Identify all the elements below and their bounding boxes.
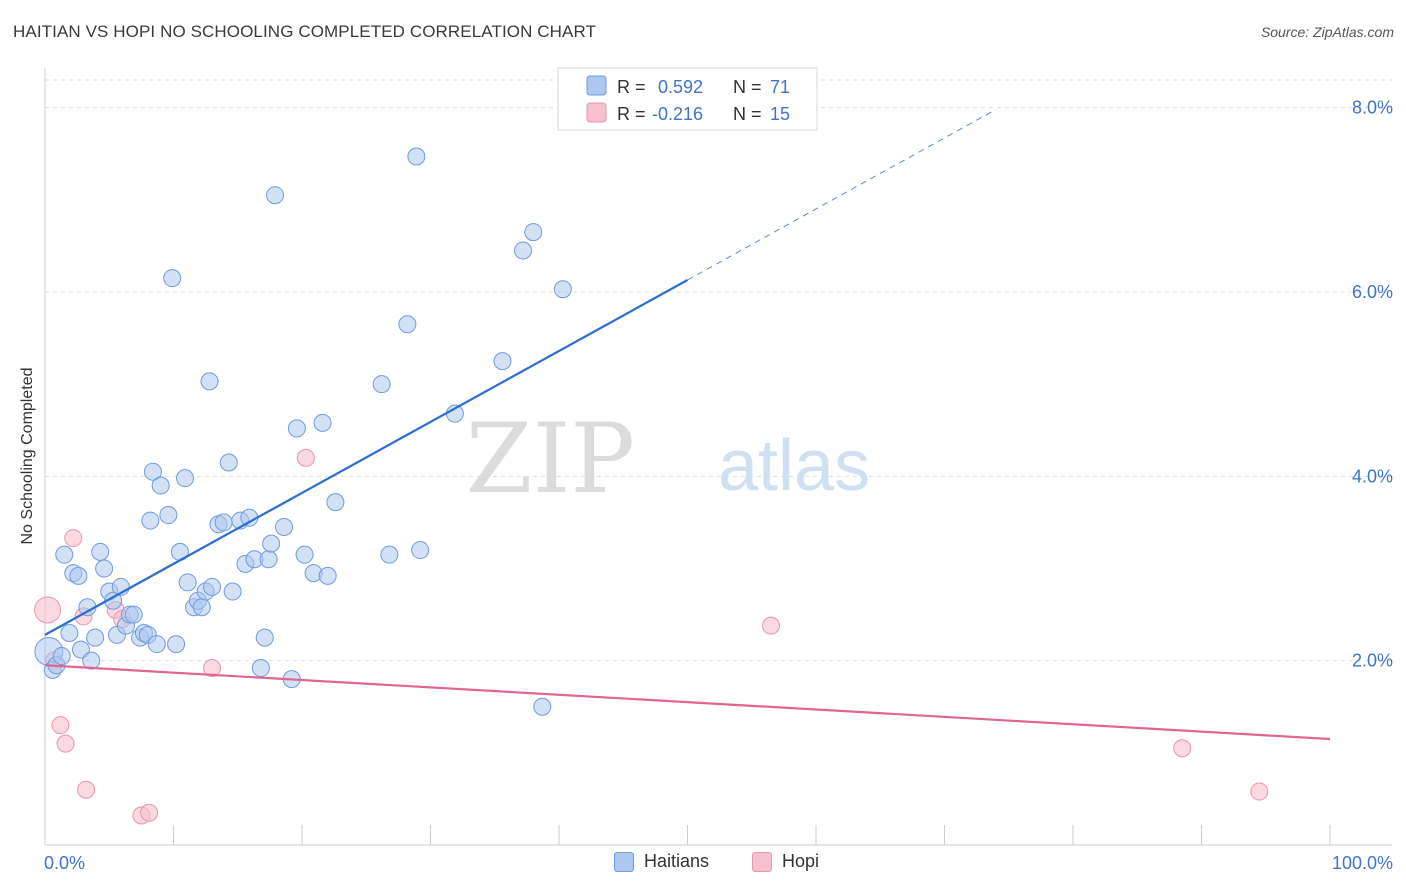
- legend-item-haitians: Haitians: [614, 851, 709, 872]
- stats-legend: R = 0.592 N = 71 R = -0.216 N = 15: [557, 67, 818, 131]
- y-tick-label: 8.0%: [1352, 98, 1393, 118]
- hopi-point: [140, 803, 159, 822]
- haitians-point: [524, 223, 543, 242]
- haitians-point: [259, 550, 278, 569]
- haitians-point: [69, 566, 88, 585]
- legend-swatch-hopi: [586, 102, 607, 123]
- legend-item-hopi: Hopi: [752, 851, 819, 872]
- trend-lines: [44, 109, 1331, 741]
- haitians-point: [251, 659, 270, 678]
- legend-n-label-hopi: N =: [733, 104, 762, 124]
- hopi-point: [1173, 739, 1192, 758]
- haitians-point: [167, 635, 186, 654]
- haitians-point: [255, 628, 274, 647]
- haitians-point: [380, 545, 399, 564]
- haitians-point: [313, 413, 332, 432]
- haitians-point: [533, 697, 552, 716]
- legend-label-hopi: Hopi: [782, 851, 820, 871]
- y-tick-label: 6.0%: [1352, 282, 1393, 302]
- axes: [44, 68, 1392, 846]
- hopi-point: [762, 616, 781, 635]
- x-tick-label-max: 100.0%: [1332, 853, 1393, 873]
- haitians-point: [143, 462, 162, 481]
- haitians-point: [95, 559, 114, 578]
- haitians-point: [60, 624, 79, 643]
- legend-label-haitians: Haitians: [644, 851, 710, 871]
- series-legend: Haitians Hopi: [0, 851, 1406, 877]
- hopi-point: [51, 716, 70, 735]
- haitians-trend-line: [44, 279, 689, 636]
- haitians-point: [200, 372, 219, 391]
- haitians-point: [266, 186, 285, 205]
- gridlines: [45, 79, 1392, 662]
- haitians-point: [86, 628, 105, 647]
- haitians-point: [163, 269, 182, 288]
- haitians-point: [176, 469, 195, 488]
- watermark-atlas: atlas: [718, 426, 870, 506]
- legend-bottom-swatch-haitians: [614, 851, 634, 872]
- legend-swatch-haitians: [586, 75, 607, 96]
- haitians-point: [203, 577, 222, 596]
- haitians-point: [398, 315, 417, 334]
- hopi-point: [1250, 782, 1269, 801]
- legend-r-label-haitians: R =: [617, 77, 646, 97]
- chart-title: HAITIAN VS HOPI NO SCHOOLING COMPLETED C…: [13, 22, 597, 41]
- haitians-point: [91, 542, 110, 561]
- hopi-point: [77, 780, 96, 799]
- y-tick-label: 4.0%: [1352, 466, 1393, 486]
- haitians-point: [52, 647, 71, 666]
- haitians-point: [151, 476, 170, 495]
- hopi-trend-line: [44, 664, 1331, 741]
- haitians-point: [82, 651, 101, 670]
- haitians-point: [326, 493, 345, 512]
- haitians-point: [411, 541, 430, 560]
- haitians-point: [223, 582, 242, 601]
- haitians-point: [287, 419, 306, 438]
- haitians-point: [159, 506, 178, 525]
- haitians-point: [141, 511, 160, 530]
- watermark-zip: ZIP: [466, 403, 635, 515]
- haitians-point: [219, 453, 238, 472]
- haitians-point: [178, 573, 197, 592]
- haitians-point: [147, 635, 166, 654]
- legend-r-value-hopi: -0.216: [652, 104, 703, 124]
- hopi-point: [34, 596, 62, 624]
- haitians-point: [407, 147, 426, 166]
- haitians-point: [275, 518, 294, 537]
- legend-r-label-hopi: R =: [617, 104, 646, 124]
- legend-r-value-haitians: 0.592: [658, 77, 703, 97]
- x-tick-label-min: 0.0%: [44, 853, 85, 873]
- hopi-point: [64, 529, 83, 548]
- haitians-point: [514, 241, 533, 260]
- watermark: ZIP atlas: [466, 403, 870, 515]
- haitians-point: [372, 375, 391, 394]
- haitians-point: [553, 280, 572, 299]
- haitians-point: [318, 566, 337, 585]
- hopi-point: [296, 448, 315, 467]
- chart-source: Source: ZipAtlas.com: [1260, 24, 1394, 40]
- haitians-point: [55, 545, 74, 564]
- haitians-point: [214, 513, 233, 532]
- haitians-point: [295, 545, 314, 564]
- legend-bottom-swatch-hopi: [752, 851, 772, 872]
- haitians-point: [71, 640, 90, 659]
- haitians-point: [192, 598, 211, 617]
- legend-n-label-haitians: N =: [733, 77, 762, 97]
- legend-n-value-hopi: 15: [770, 104, 790, 124]
- haitians-point: [493, 352, 512, 371]
- haitians-point: [262, 534, 281, 553]
- haitians-points: [34, 147, 572, 716]
- legend-n-value-haitians: 71: [770, 77, 790, 97]
- hopi-point: [56, 734, 75, 753]
- haitians-trend-extension: [687, 109, 997, 281]
- hopi-points: [34, 448, 1269, 825]
- tick-labels: 2.0% 4.0% 6.0% 8.0% 0.0% 100.0%: [44, 98, 1393, 873]
- haitians-point: [124, 605, 143, 624]
- hopi-point: [203, 659, 222, 678]
- y-tick-label: 2.0%: [1352, 651, 1393, 671]
